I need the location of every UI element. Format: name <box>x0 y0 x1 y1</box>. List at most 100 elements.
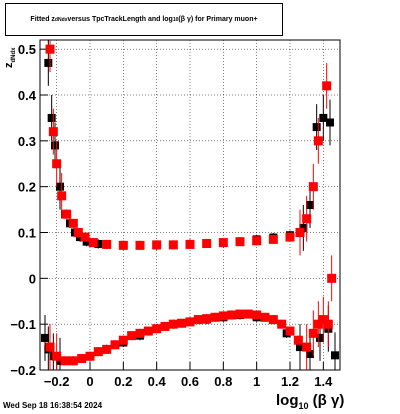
data-point <box>118 335 128 345</box>
data-point <box>285 232 295 242</box>
data-point <box>326 118 334 127</box>
data-point <box>47 113 56 122</box>
data-point <box>44 58 53 67</box>
x-tick-label: 1 <box>253 374 260 389</box>
data-point <box>318 315 328 325</box>
data-point <box>135 328 145 338</box>
data-point <box>77 354 87 364</box>
title-suffix: (β γ) for Primary muon+ <box>178 16 258 23</box>
data-point <box>295 228 305 237</box>
data-point <box>85 351 95 361</box>
data-point <box>110 340 120 350</box>
data-point <box>218 311 228 321</box>
timestamp: Wed Sep 18 16:38:54 2024 <box>3 401 103 410</box>
data-point <box>312 123 321 132</box>
data-point <box>202 239 212 248</box>
data-point <box>260 312 270 322</box>
data-point <box>268 234 278 244</box>
data-point <box>88 238 98 248</box>
data-point <box>93 347 103 357</box>
data-point <box>306 201 314 209</box>
data-point <box>48 127 58 137</box>
data-point <box>299 223 308 232</box>
data-point <box>45 44 55 54</box>
data-point <box>285 326 295 336</box>
data-point <box>168 240 178 250</box>
data-point <box>168 319 178 329</box>
data-point <box>235 237 245 247</box>
data-point <box>252 236 262 246</box>
data-point <box>68 218 78 228</box>
data-point <box>52 351 62 361</box>
data-point <box>323 319 333 329</box>
title-prefix: Fitted z <box>30 16 55 23</box>
y-axis-title: zdNdx <box>3 47 18 69</box>
data-point <box>235 309 245 319</box>
data-point <box>160 321 170 331</box>
y-tick-label: −0.2 <box>10 363 36 378</box>
data-point <box>94 239 103 248</box>
x-tick-label: 0.6 <box>181 374 199 389</box>
data-point <box>73 228 83 237</box>
data-point <box>68 356 78 366</box>
data-point <box>202 314 212 324</box>
data-point <box>152 324 162 334</box>
x-tick-label: −0.2 <box>44 374 70 389</box>
data-point <box>185 317 195 327</box>
data-point <box>143 326 153 336</box>
y-tick-label: 0.3 <box>18 134 36 149</box>
data-point <box>45 342 55 352</box>
data-point <box>331 351 339 360</box>
data-point <box>118 240 128 250</box>
data-point <box>62 209 72 219</box>
data-point <box>152 240 162 250</box>
data-point <box>185 239 195 249</box>
x-tick-label: 0.2 <box>114 374 132 389</box>
y-tick-label: 0.1 <box>18 226 36 241</box>
x-tick-label: 0 <box>86 374 93 389</box>
data-point <box>319 113 328 122</box>
data-point <box>193 315 203 325</box>
title-sub: dNdx <box>54 16 68 23</box>
data-point <box>177 318 187 328</box>
data-point <box>293 335 303 345</box>
data-point <box>52 159 62 169</box>
y-tick-label: 0.2 <box>18 180 36 195</box>
data-point <box>56 356 64 365</box>
title-middle: versus TpcTrackLength and log <box>67 16 173 23</box>
data-point <box>313 319 323 329</box>
data-point <box>57 191 67 201</box>
data-point <box>56 182 64 191</box>
data-point <box>82 237 91 246</box>
data-point <box>210 312 220 322</box>
chart-title: Fitted z dNdx versus TpcTrackLength and l… <box>5 3 283 36</box>
data-point <box>313 136 323 146</box>
data-point <box>243 309 253 319</box>
y-tick-label: −0.1 <box>10 317 36 332</box>
title-sub2: 10 <box>172 16 179 23</box>
data-point <box>306 349 314 358</box>
x-tick-label: 1.4 <box>314 374 333 389</box>
data-point <box>296 343 304 352</box>
data-point <box>327 273 337 283</box>
y-tick-label: 0.5 <box>18 42 36 57</box>
data-point <box>227 310 237 320</box>
data-point <box>41 333 49 342</box>
data-point <box>51 141 59 150</box>
data-point <box>218 238 228 248</box>
data-point <box>135 240 145 250</box>
data-point <box>60 356 70 366</box>
data-point <box>308 182 318 192</box>
data-point <box>302 342 312 352</box>
data-point <box>102 344 112 354</box>
data-point <box>127 331 137 341</box>
data-point <box>102 239 112 249</box>
data-point <box>316 333 324 342</box>
y-tick-label: 0.4 <box>18 88 37 103</box>
data-point <box>308 328 318 338</box>
data-point <box>80 232 90 242</box>
data-point <box>268 315 278 325</box>
data-point <box>302 214 312 224</box>
x-tick-label: 0.4 <box>148 374 167 389</box>
